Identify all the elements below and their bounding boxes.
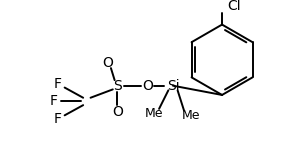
- Text: O: O: [103, 56, 114, 70]
- Text: Me: Me: [182, 109, 201, 122]
- Text: S: S: [113, 79, 122, 93]
- Text: Me: Me: [145, 107, 164, 120]
- Text: F: F: [50, 95, 58, 108]
- Text: F: F: [53, 112, 61, 126]
- Text: O: O: [112, 105, 123, 119]
- Text: Cl: Cl: [228, 0, 241, 13]
- Text: O: O: [142, 79, 153, 93]
- Text: F: F: [53, 77, 61, 91]
- Text: Si: Si: [167, 79, 179, 93]
